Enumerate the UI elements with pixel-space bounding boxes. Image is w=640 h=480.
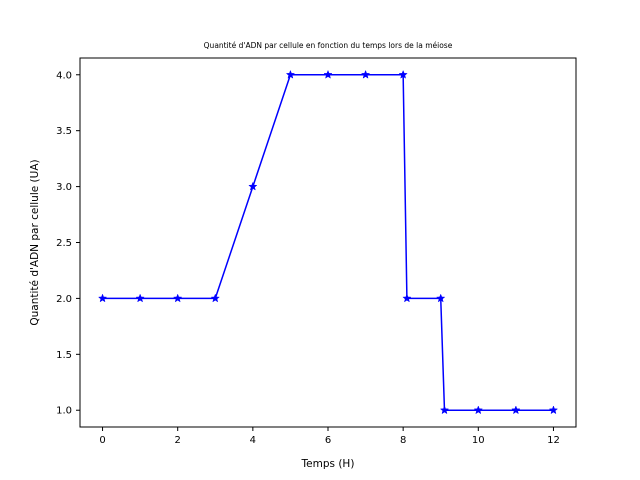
- y-tick-label: 4.0: [56, 70, 72, 81]
- data-point-marker: [135, 293, 145, 303]
- y-tick-label: 3.5: [56, 126, 72, 137]
- data-point-marker: [511, 405, 521, 415]
- data-point-marker: [436, 293, 446, 303]
- plot-area: [97, 69, 559, 415]
- x-axis: 0 2 4 6 8 10 12: [99, 427, 560, 446]
- y-tick-label: 1.5: [56, 350, 72, 361]
- data-point-marker: [548, 405, 559, 415]
- x-tick-label: 0: [99, 435, 105, 446]
- x-tick-label: 4: [250, 435, 256, 446]
- x-tick-label: 8: [400, 435, 406, 446]
- plot-frame: [79, 57, 577, 428]
- series-line: [102, 74, 554, 411]
- y-tick-label: 3.0: [56, 182, 72, 193]
- data-point-marker: [285, 69, 296, 79]
- x-tick-label: 12: [547, 435, 560, 446]
- data-point-marker: [323, 69, 333, 79]
- chart-title: Quantité d'ADN par cellule en fonction d…: [204, 41, 453, 50]
- x-axis-label: Temps (H): [301, 458, 355, 470]
- data-point-marker: [360, 69, 371, 79]
- data-point-marker: [210, 293, 220, 303]
- x-tick-label: 10: [472, 435, 485, 446]
- x-tick-label: 2: [175, 435, 181, 446]
- data-point-marker: [248, 181, 258, 191]
- y-tick-label: 1.0: [56, 406, 72, 417]
- data-point-marker: [173, 293, 183, 303]
- x-tick-label: 6: [325, 435, 331, 446]
- data-point-marker: [97, 293, 108, 303]
- y-tick-label: 2.0: [56, 294, 72, 305]
- data-point-marker: [473, 405, 483, 415]
- data-point-marker: [398, 69, 408, 79]
- y-tick-label: 2.5: [56, 238, 72, 249]
- y-axis-label: Quantité d'ADN par cellule (UA): [29, 159, 41, 325]
- data-point-marker: [402, 293, 412, 303]
- data-point-marker: [439, 405, 450, 415]
- y-axis: 1.0 1.5 2.0 2.5 3.0 3.5 4.0: [56, 70, 80, 417]
